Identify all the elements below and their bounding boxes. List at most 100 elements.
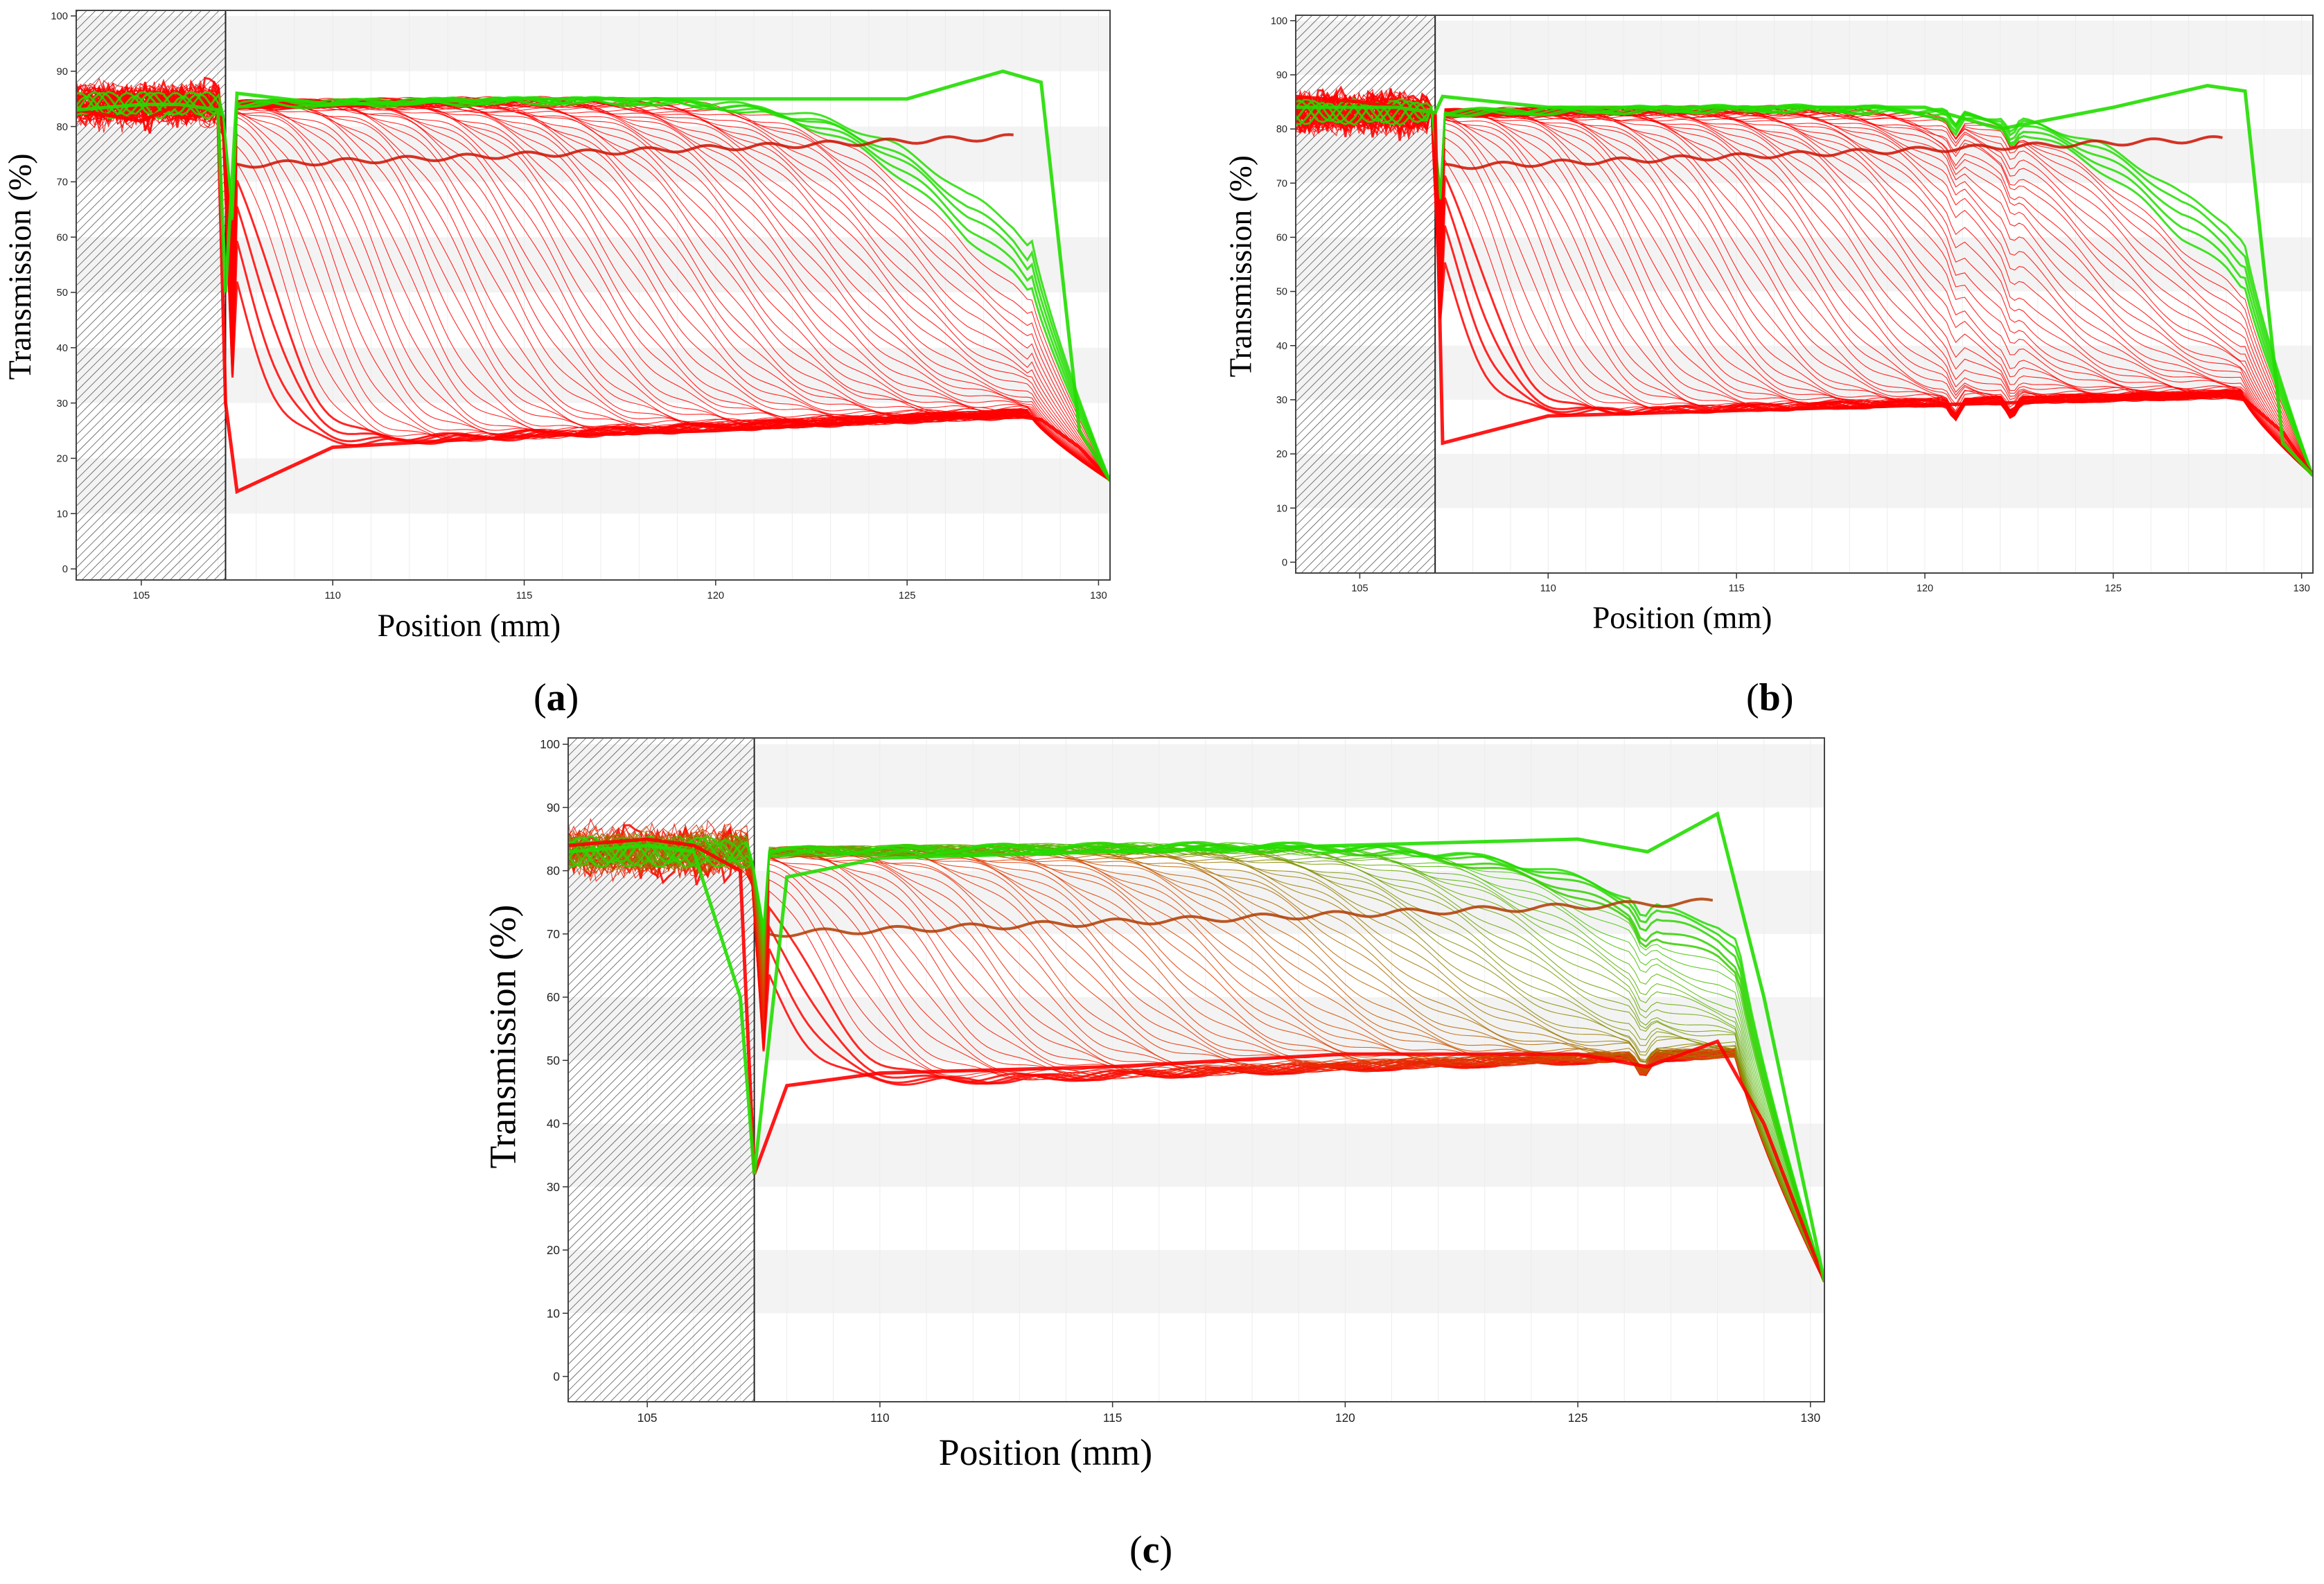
y-tick-label: 30 (57, 398, 68, 410)
grid-band (568, 997, 1824, 1061)
x-axis: 105 110 115 120 125 130 (1351, 573, 2310, 594)
plot-frame (76, 10, 1111, 581)
caption-c: (c) (1129, 1529, 1173, 1572)
grid-band (568, 1250, 1824, 1314)
chart-panel-c: 0 10 20 30 40 50 60 70 80 90 100 105 110 115 120 125 130… (478, 731, 1836, 1507)
caption-a: (a) (534, 676, 579, 719)
y-axis: 0 10 20 30 40 50 60 70 80 90 100 (1271, 16, 1296, 568)
chart-a-svg: 0 10 20 30 40 50 60 70 80 90 100 105 110 115 120 125 130… (2, 10, 1111, 643)
y-tick-label: 100 (540, 737, 560, 751)
y-axis: 0 10 20 30 40 50 60 70 80 90 100 (51, 11, 76, 575)
profile-line-dense-band (768, 897, 1714, 938)
profile-line (1296, 98, 2313, 476)
grid-band (568, 744, 1824, 808)
y-tick-label: 0 (553, 1370, 560, 1384)
grid-band (1296, 20, 2313, 75)
y-tick-label: 20 (57, 454, 68, 465)
y-axis: 0 10 20 30 40 50 60 70 80 90 100 (540, 737, 568, 1384)
profile-line (76, 94, 1110, 481)
x-tick-label: 115 (1729, 583, 1745, 594)
y-tick-label: 100 (51, 11, 68, 22)
x-tick-label: 125 (2105, 583, 2122, 594)
y-tick-label: 30 (547, 1180, 560, 1194)
y-tick-label: 20 (547, 1243, 560, 1257)
y-tick-label: 100 (1271, 16, 1287, 27)
y-tick-label: 80 (1276, 124, 1287, 135)
sedimentation-profiles (76, 69, 1110, 494)
x-tick-label: 115 (516, 590, 533, 601)
y-tick-label: 10 (57, 509, 68, 520)
x-tick-label: 110 (870, 1411, 889, 1425)
profile-line (568, 841, 1824, 1283)
x-axis-label: Position (mm) (1592, 601, 1772, 635)
profile-line-dense-band (236, 133, 1014, 169)
y-tick-label: 90 (1276, 70, 1287, 81)
x-tick-label: 105 (1351, 583, 1368, 594)
y-tick-label: 50 (57, 288, 68, 299)
plot-frame (567, 737, 1825, 1402)
grid-band (76, 458, 1110, 514)
y-tick-label: 0 (1282, 557, 1287, 568)
x-tick-label: 120 (1335, 1411, 1355, 1425)
x-tick-label: 120 (1917, 583, 1933, 594)
x-axis: 105 110 115 120 125 130 (133, 580, 1107, 601)
profile-line-dense-band (1445, 135, 2223, 170)
y-tick-label: 10 (1276, 503, 1287, 514)
x-tick-label: 105 (637, 1411, 658, 1425)
series-last-scan (568, 811, 1824, 1283)
y-tick-label: 10 (547, 1306, 560, 1320)
y-tick-label: 60 (57, 232, 68, 243)
x-axis-label: Position (mm) (378, 608, 561, 643)
series-first-scan (568, 837, 1824, 1283)
grid-band (1296, 129, 2313, 184)
y-tick-label: 40 (547, 1117, 560, 1131)
sedimentation-profiles (1296, 84, 2313, 477)
y-tick-label: 50 (547, 1053, 560, 1067)
series-last-scan (76, 69, 1110, 482)
y-tick-label: 40 (1276, 341, 1287, 352)
x-tick-label: 125 (1568, 1411, 1588, 1425)
chart-panel-b: 0 10 20 30 40 50 60 70 80 90 100 105 110 115 120 125 130… (1213, 0, 2324, 651)
x-tick-label: 105 (133, 590, 150, 601)
caption-b: (b) (1746, 676, 1794, 719)
grid-bands (568, 744, 1824, 1314)
series-last-scan (1296, 84, 2313, 477)
profile-line (568, 840, 1824, 1283)
chart-c-svg: 0 10 20 30 40 50 60 70 80 90 100 105 110 115 120 125 130… (482, 737, 1825, 1473)
chart-panel-a: 0 10 20 30 40 50 60 70 80 90 100 105 110 115 120 125 130… (0, 0, 1123, 651)
grid-band (76, 15, 1110, 71)
plot-frame (1295, 15, 2314, 574)
x-axis: 105 110 115 120 125 130 (637, 1402, 1820, 1425)
y-tick-label: 70 (1276, 178, 1287, 189)
y-tick-label: 60 (1276, 233, 1287, 244)
y-tick-label: 80 (547, 864, 560, 878)
sedimentation-profiles (568, 811, 1824, 1283)
profile-line (76, 76, 1110, 482)
x-tick-label: 130 (2294, 583, 2310, 594)
x-tick-label: 130 (1090, 590, 1107, 601)
x-tick-label: 110 (324, 590, 341, 601)
y-tick-label: 60 (547, 990, 560, 1004)
x-tick-label: 115 (1103, 1411, 1122, 1425)
y-tick-label: 0 (62, 564, 68, 575)
chart-b-svg: 0 10 20 30 40 50 60 70 80 90 100 105 110 115 120 125 130… (1224, 15, 2314, 635)
x-tick-label: 120 (707, 590, 724, 601)
y-tick-label: 90 (57, 67, 68, 78)
grid-band (1296, 454, 2313, 509)
y-tick-label: 70 (547, 927, 560, 941)
y-axis-label: Transmission (%) (482, 905, 523, 1169)
x-tick-label: 130 (1800, 1411, 1820, 1425)
y-axis-label: Transmission (%) (1224, 155, 1258, 377)
grid-band (568, 1123, 1824, 1187)
y-tick-label: 70 (57, 177, 68, 188)
x-tick-label: 110 (1540, 583, 1556, 594)
y-tick-label: 50 (1276, 287, 1287, 298)
grid-band (76, 126, 1110, 182)
y-tick-label: 20 (1276, 449, 1287, 460)
grid-bands (1296, 20, 2313, 509)
x-tick-label: 125 (899, 590, 916, 601)
y-tick-label: 40 (57, 343, 68, 354)
y-tick-label: 30 (1276, 395, 1287, 406)
y-tick-label: 90 (547, 800, 560, 814)
y-axis-label: Transmission (%) (2, 153, 37, 380)
